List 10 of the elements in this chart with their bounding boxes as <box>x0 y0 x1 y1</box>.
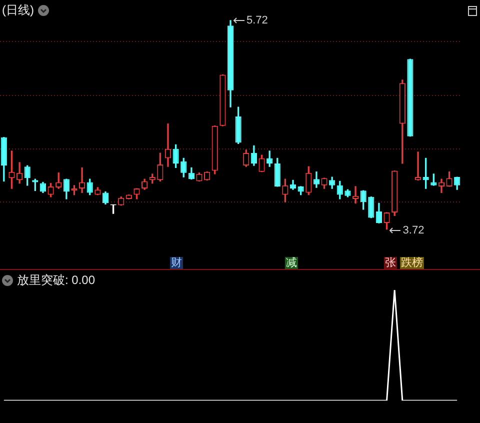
candlestick <box>164 123 172 167</box>
annotation: 3.72 <box>402 224 424 236</box>
text: 跌榜 <box>400 257 424 269</box>
annotation: 5.72 <box>246 14 268 26</box>
text: 财 <box>170 257 183 269</box>
text: 减 <box>285 257 298 269</box>
candlestick <box>78 167 86 194</box>
chart-title: 放里突破: 0.00 <box>17 272 96 289</box>
chart-title: (日线) <box>2 2 34 19</box>
text: 张 <box>384 257 397 269</box>
